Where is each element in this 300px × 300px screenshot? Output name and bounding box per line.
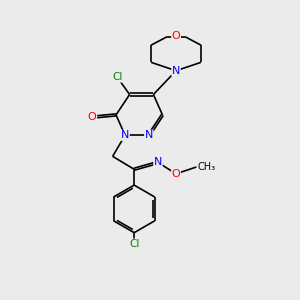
Text: CH₃: CH₃ [198,162,216,172]
Text: Cl: Cl [112,72,122,82]
Text: N: N [121,130,129,140]
Text: N: N [172,66,180,76]
Text: Cl: Cl [129,239,139,249]
Text: O: O [172,31,180,41]
Text: O: O [88,112,97,122]
Text: N: N [154,158,162,167]
Text: N: N [145,130,153,140]
Text: O: O [172,169,180,179]
